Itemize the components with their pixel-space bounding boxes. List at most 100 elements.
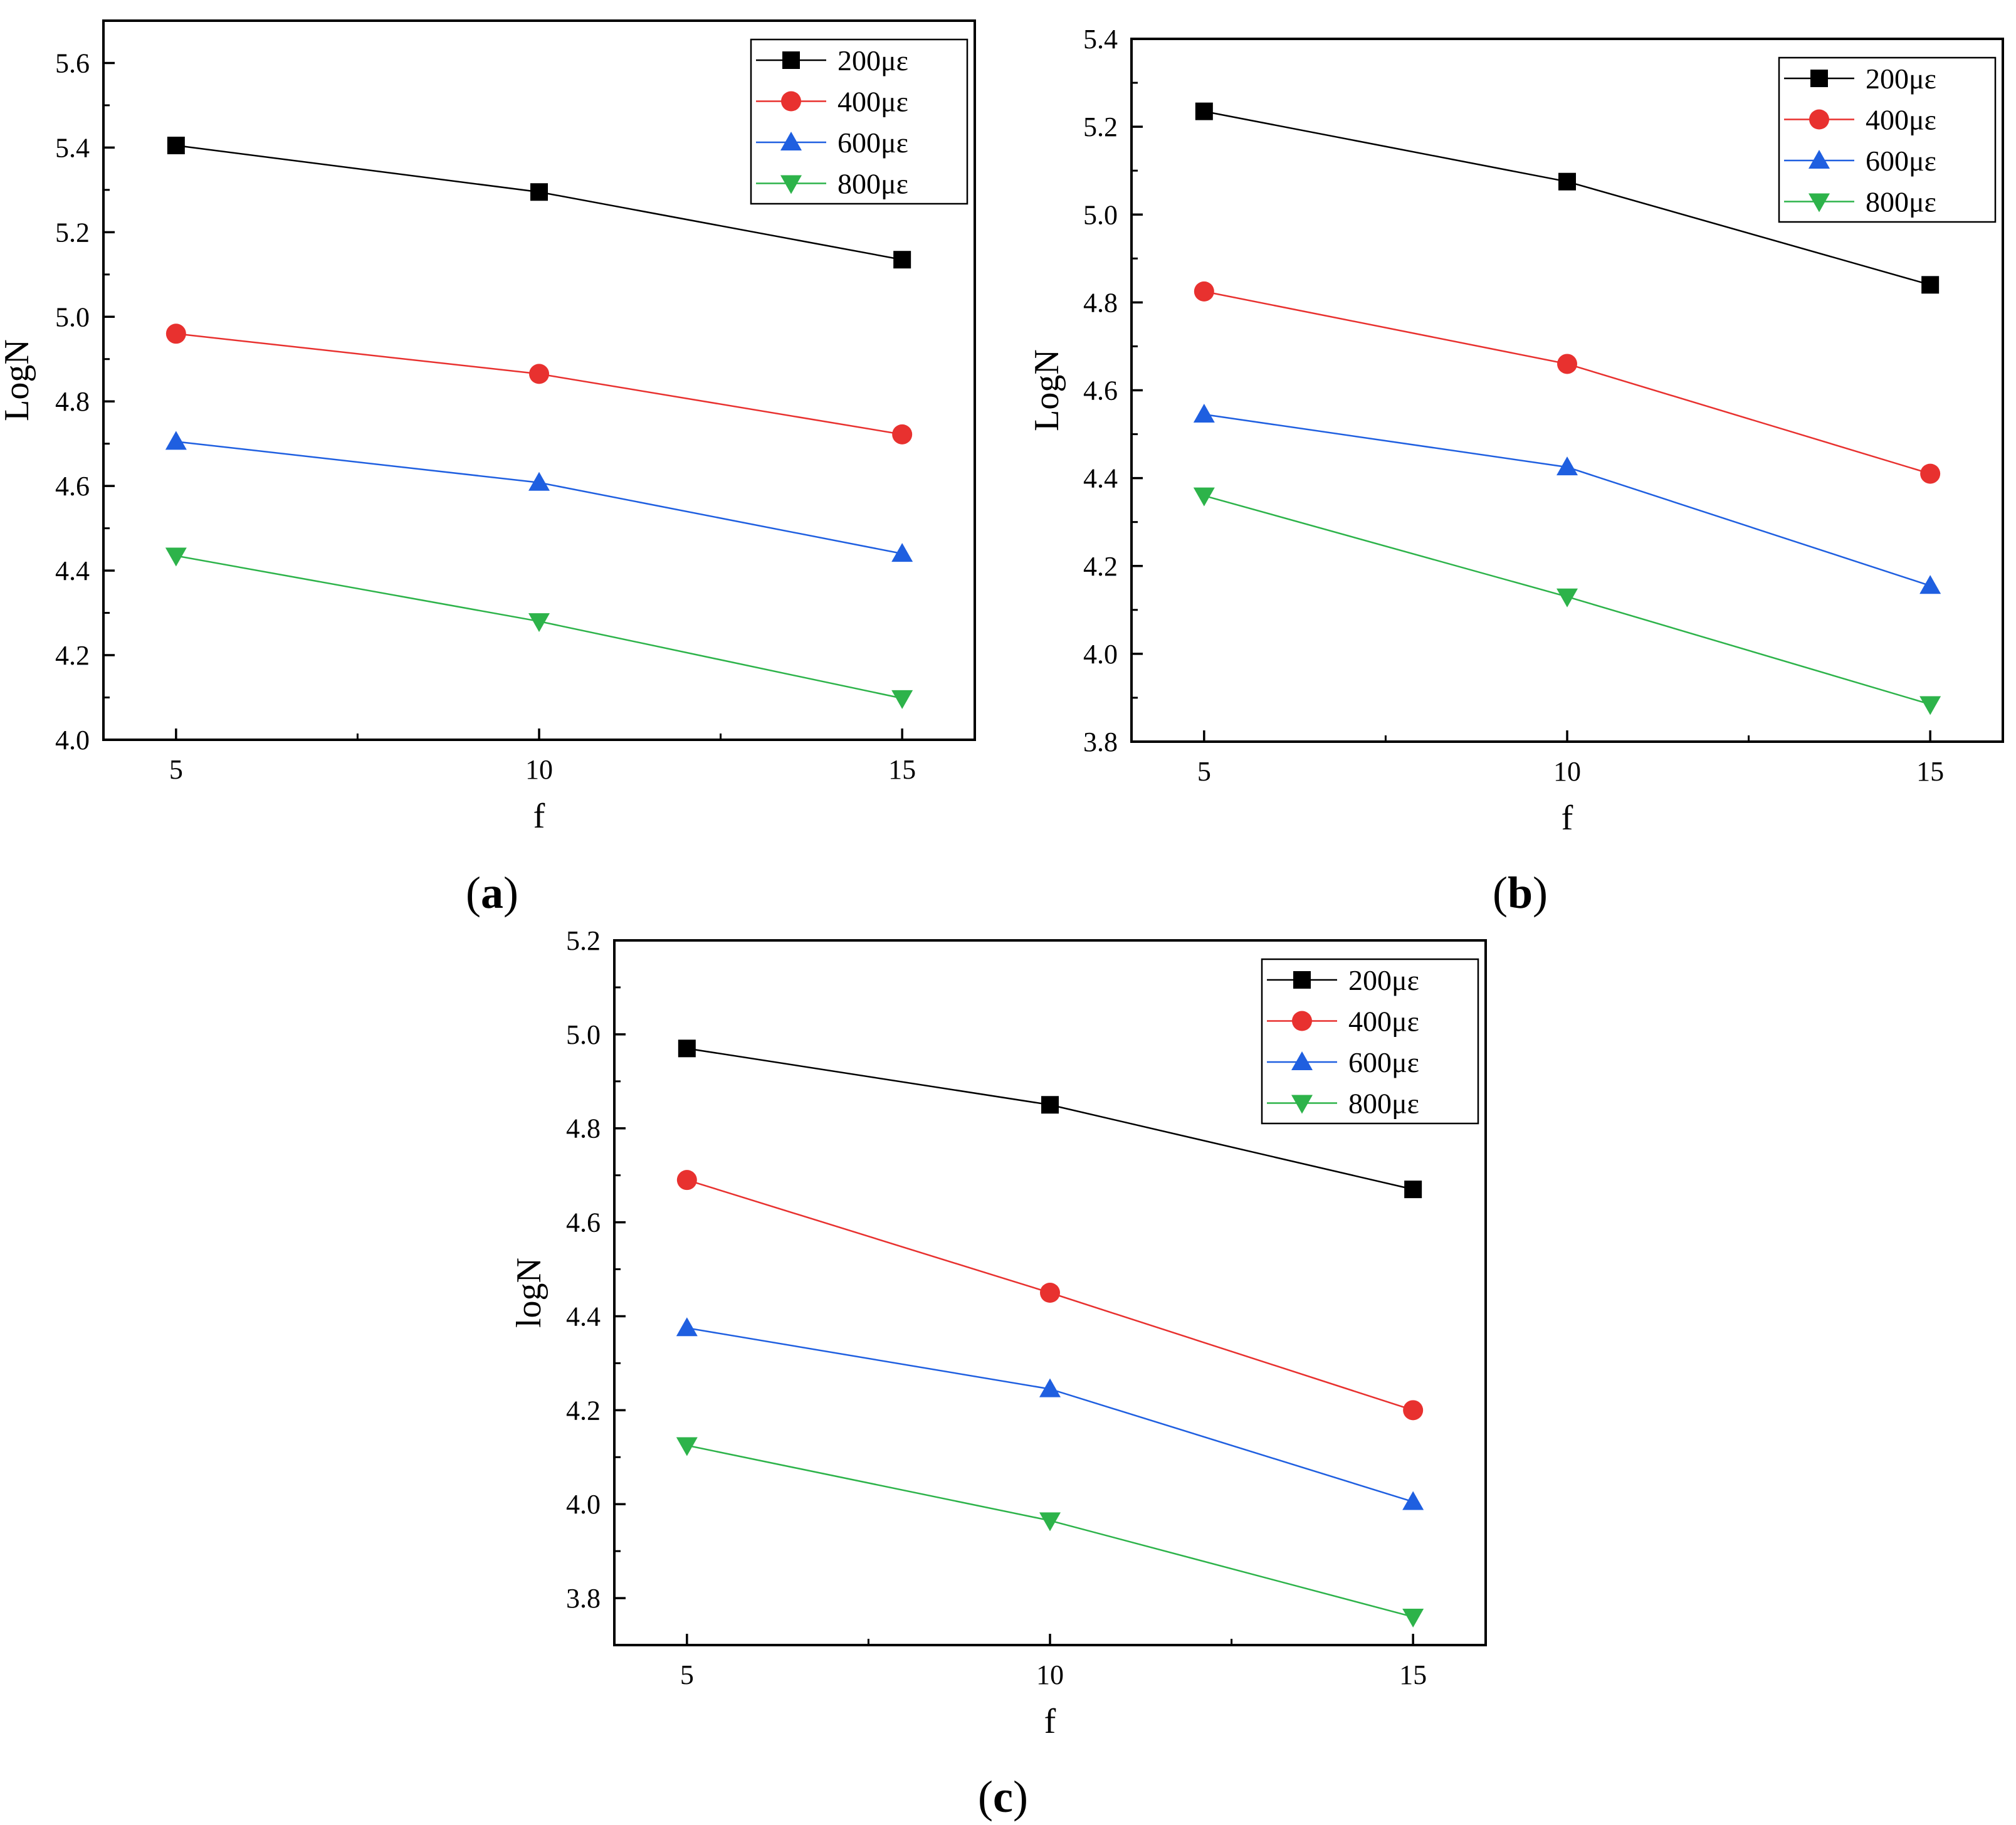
data-point <box>528 613 550 633</box>
data-point <box>165 323 186 344</box>
series-line <box>176 333 903 436</box>
legend-marker <box>1292 1011 1312 1031</box>
legend-label: 200με <box>1866 63 1936 95</box>
data-point <box>165 431 187 450</box>
chart-a: 4.0 4.2 4.4 4.6 4.8 5.0 5.2 5.4 5.6 5 10 15 f LogN 200… <box>0 19 976 918</box>
legend-label: 600με <box>1348 1046 1419 1078</box>
x-axis-title: f <box>1044 1702 1056 1741</box>
series-line <box>1204 290 1931 475</box>
y-tick-label: 5.0 <box>55 302 90 332</box>
data-point <box>1557 456 1578 476</box>
y-tick-label: 3.8 <box>1083 727 1118 757</box>
panel-label: (a) <box>466 868 518 918</box>
data-point <box>1193 404 1215 423</box>
data-point <box>1039 1512 1061 1532</box>
x-tick-label: 15 <box>888 754 916 785</box>
panel-label: (c) <box>978 1772 1028 1822</box>
x-tick-label: 15 <box>1399 1659 1427 1690</box>
data-point <box>676 1317 698 1337</box>
data-point <box>1557 354 1577 374</box>
y-tick-label: 4.0 <box>566 1489 601 1520</box>
series-1 <box>1194 281 1941 484</box>
x-axis-title: f <box>1562 799 1573 838</box>
series-0 <box>167 137 911 269</box>
data-point <box>678 1039 696 1058</box>
y-tick-label: 5.4 <box>1083 24 1118 55</box>
y-tick-label: 4.4 <box>1083 463 1118 494</box>
y-axis-title: logN <box>510 1258 549 1328</box>
y-tick-label: 4.6 <box>566 1207 601 1238</box>
series-0 <box>678 1039 1422 1199</box>
panel-label: (b) <box>1493 868 1548 918</box>
series-0 <box>1195 102 1940 294</box>
y-tick-label: 4.2 <box>566 1395 601 1426</box>
legend-label: 400με <box>837 86 908 118</box>
series-1 <box>165 323 913 444</box>
y-tick-label: 4.0 <box>55 725 90 755</box>
data-point <box>1041 1096 1059 1114</box>
chart-c: 3.8 4.0 4.2 4.4 4.6 4.8 5.0 5.2 5 10 15 f logN 200με 4… <box>510 925 1487 1822</box>
legend-marker <box>1291 1095 1313 1114</box>
legend-marker <box>1809 109 1829 130</box>
legend-marker <box>780 175 802 194</box>
y-tick-label: 5.2 <box>566 925 601 956</box>
legend-marker <box>1810 70 1828 87</box>
legend-label: 200με <box>837 45 908 76</box>
data-point <box>1402 1609 1424 1628</box>
series-2 <box>676 1317 1424 1510</box>
data-point <box>1403 1400 1424 1421</box>
series-line <box>686 1327 1414 1503</box>
x-tick-label: 15 <box>1916 756 1944 787</box>
y-tick-label: 5.2 <box>55 217 90 248</box>
data-point <box>1558 172 1576 191</box>
y-axis-title: LogN <box>0 339 36 421</box>
x-tick-label: 10 <box>525 754 553 785</box>
data-point <box>1921 276 1940 294</box>
legend-label: 800με <box>1866 186 1936 218</box>
y-tick-label: 5.6 <box>55 48 90 78</box>
data-point <box>1404 1181 1422 1199</box>
y-tick-label: 3.8 <box>566 1583 601 1614</box>
x-tick-label: 10 <box>1553 756 1581 787</box>
legend-marker <box>1809 193 1830 213</box>
legend-marker <box>1291 1051 1313 1070</box>
y-tick-label: 4.4 <box>566 1301 601 1332</box>
data-point <box>1195 102 1213 120</box>
legend: 200με 400με 600με 800με <box>1261 958 1479 1125</box>
legend: 200με 400με 600με 800με <box>1778 56 1997 223</box>
data-point <box>891 543 913 562</box>
y-tick-label: 4.8 <box>566 1113 601 1144</box>
y-tick-label: 4.8 <box>1083 287 1118 318</box>
legend-label: 400με <box>1348 1006 1419 1038</box>
data-point <box>893 251 911 269</box>
legend-marker <box>1809 150 1830 169</box>
x-tick-label: 5 <box>169 754 183 785</box>
data-point <box>529 364 549 384</box>
data-point <box>1920 463 1941 484</box>
series-2 <box>1193 404 1941 594</box>
x-axis-title: f <box>533 797 545 836</box>
data-point <box>1402 1491 1424 1510</box>
series-1 <box>676 1170 1424 1421</box>
y-tick-label: 4.6 <box>1083 376 1118 406</box>
data-point <box>1194 281 1214 302</box>
data-point <box>1919 696 1941 715</box>
data-point <box>676 1170 697 1191</box>
x-tick-label: 5 <box>680 1659 694 1690</box>
x-tick-label: 5 <box>1197 756 1211 787</box>
legend-label: 600με <box>1866 145 1936 177</box>
legend-marker <box>1293 971 1311 989</box>
legend-label: 800με <box>1348 1088 1419 1120</box>
data-point <box>165 547 187 567</box>
series-line <box>176 441 903 555</box>
data-point <box>1193 487 1215 507</box>
y-tick-label: 4.4 <box>55 555 90 586</box>
legend: 200με 400με 600με 800με <box>750 38 969 205</box>
y-tick-label: 4.2 <box>1083 551 1118 582</box>
legend-marker <box>782 51 800 69</box>
data-point <box>1919 575 1941 594</box>
y-axis-title: LogN <box>1027 349 1066 431</box>
y-tick-label: 5.0 <box>566 1019 601 1050</box>
y-tick-label: 4.2 <box>55 640 90 671</box>
